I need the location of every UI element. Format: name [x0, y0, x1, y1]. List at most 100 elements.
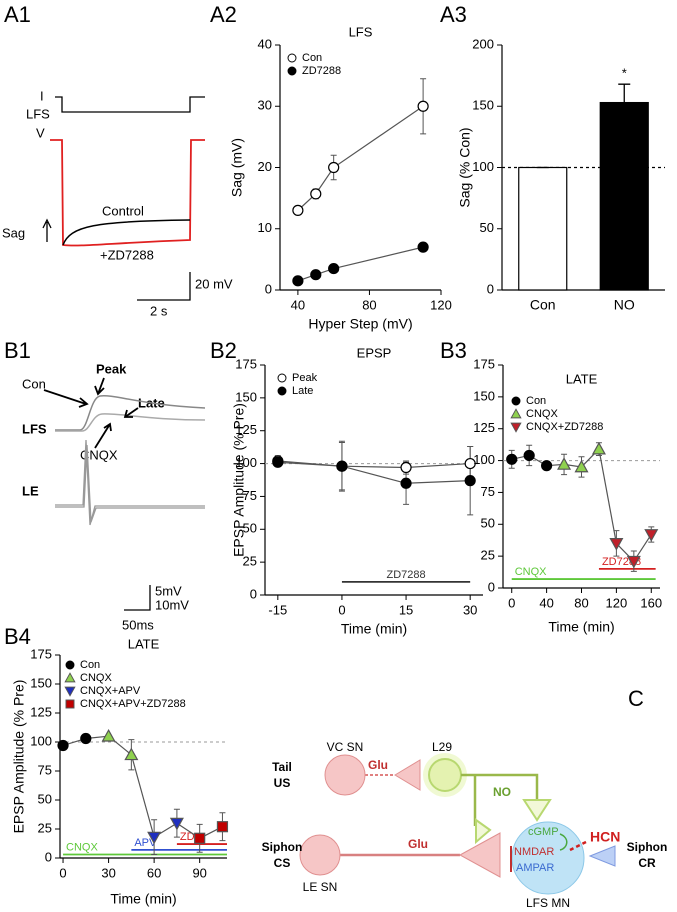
legend-marker	[287, 66, 297, 76]
x-tick-label: 160	[640, 595, 662, 610]
trace-label: LFS	[22, 421, 47, 436]
chart-title: LATE	[566, 371, 598, 386]
y-tick-label: 175	[235, 356, 257, 371]
x-tick-label: NO	[614, 297, 635, 313]
marker	[292, 275, 304, 287]
legend-marker	[277, 386, 287, 396]
y-tick-label: 125	[473, 420, 495, 435]
y-tick-label: 175	[30, 646, 52, 661]
drug-label: ZD7288	[386, 569, 425, 581]
x-tick-label: 30	[101, 865, 115, 880]
scale-label: 50ms	[122, 617, 154, 632]
chart-title: LFS	[349, 24, 373, 39]
panel-label: B2	[210, 338, 237, 363]
y-tick-label: 25	[38, 820, 52, 835]
legend-label: Late	[292, 385, 313, 397]
x-tick-label: 0	[59, 865, 66, 880]
marker	[417, 100, 429, 112]
scale-bar	[137, 272, 191, 301]
node-label: CR	[638, 856, 656, 870]
y-tick-label: 0	[45, 849, 52, 864]
marker	[591, 441, 606, 455]
hcn-arrow	[569, 840, 587, 852]
y-tick-label: 75	[38, 762, 52, 777]
panel-label: C	[628, 686, 644, 711]
y-tick-label: 10	[258, 220, 272, 235]
x-axis-label: Hyper Step (mV)	[308, 316, 412, 332]
node-label: NO	[493, 785, 511, 799]
trace-label: V	[36, 125, 45, 140]
marker	[506, 453, 518, 465]
marker	[336, 460, 348, 472]
x-tick-label: 15	[399, 602, 413, 617]
legend-marker	[64, 686, 76, 697]
node-label: Siphon	[627, 840, 668, 854]
marker	[310, 188, 322, 200]
le-sn-neuron	[299, 834, 341, 876]
chart-title: LATE	[128, 636, 160, 651]
bar	[518, 166, 568, 291]
legend-label: CNQX	[80, 672, 112, 684]
node-label: Glu	[368, 758, 388, 772]
marker	[169, 817, 184, 831]
scale-label: 2 s	[150, 303, 168, 318]
marker	[57, 739, 69, 752]
panel-label: A2	[210, 2, 237, 27]
series-line	[297, 105, 424, 211]
x-axis-label: Time (min)	[341, 621, 407, 637]
legend-marker	[65, 660, 75, 670]
x-tick-label: -15	[268, 602, 287, 617]
node-label: US	[274, 776, 291, 790]
diagram: VC SN Tail US Glu L29 NO Siphon CS Glu L…	[262, 740, 668, 910]
synapse	[458, 832, 501, 878]
x-tick-label: 0	[338, 602, 345, 617]
control-trace	[62, 219, 191, 246]
legend-marker	[277, 373, 287, 383]
marker	[194, 832, 206, 844]
node-label: AMPAR	[516, 862, 554, 874]
y-tick-label: 100	[235, 455, 257, 470]
y-tick-label: 150	[473, 388, 495, 403]
y-tick-label: 30	[258, 98, 272, 113]
error-bar	[618, 83, 631, 103]
legend-label: Con	[80, 659, 100, 671]
marker	[541, 460, 553, 472]
l29-neuron	[428, 758, 462, 792]
y-tick-label: 0	[487, 281, 494, 296]
scale-bar	[124, 585, 151, 611]
no-pathway	[461, 773, 539, 826]
zd-trace	[50, 139, 205, 247]
vc-sn-neuron	[324, 754, 366, 796]
y-tick-label: 0	[488, 579, 495, 594]
synapse	[394, 759, 421, 791]
legend-label: CNQX	[526, 408, 558, 420]
x-tick-label: 60	[147, 865, 161, 880]
node-label: cGMP	[528, 826, 559, 838]
connector	[130, 754, 155, 838]
series-line	[277, 460, 471, 469]
chart-title: EPSP	[357, 345, 392, 360]
node-label: Siphon	[262, 840, 303, 854]
trace-label: LFS	[26, 106, 50, 121]
l29-terminal	[522, 799, 552, 822]
legend-marker	[64, 672, 76, 683]
y-tick-label: 40	[258, 36, 272, 51]
y-axis-label: Sag (mV)	[229, 138, 245, 197]
x-axis-label: Time (min)	[110, 891, 176, 907]
series-line	[277, 461, 471, 484]
drug-label: CNQX	[66, 841, 98, 853]
marker	[644, 529, 659, 542]
b1-traces: Con Peak Late LFS CNQX LE 5mV 10mV 50ms	[22, 361, 206, 632]
y-tick-label: 150	[30, 675, 52, 690]
node-label: NMDAR	[514, 846, 554, 858]
y-tick-label: 0	[265, 281, 272, 296]
marker	[609, 537, 624, 551]
x-tick-label: 120	[606, 595, 628, 610]
trace-label: +ZD7288	[100, 247, 154, 262]
trace-label: CNQX	[80, 447, 118, 462]
drug-label: APV	[134, 837, 157, 849]
x-tick-label: 120	[430, 297, 452, 312]
marker	[80, 732, 92, 745]
legend-label: CNQX+ZD7288	[526, 421, 603, 433]
